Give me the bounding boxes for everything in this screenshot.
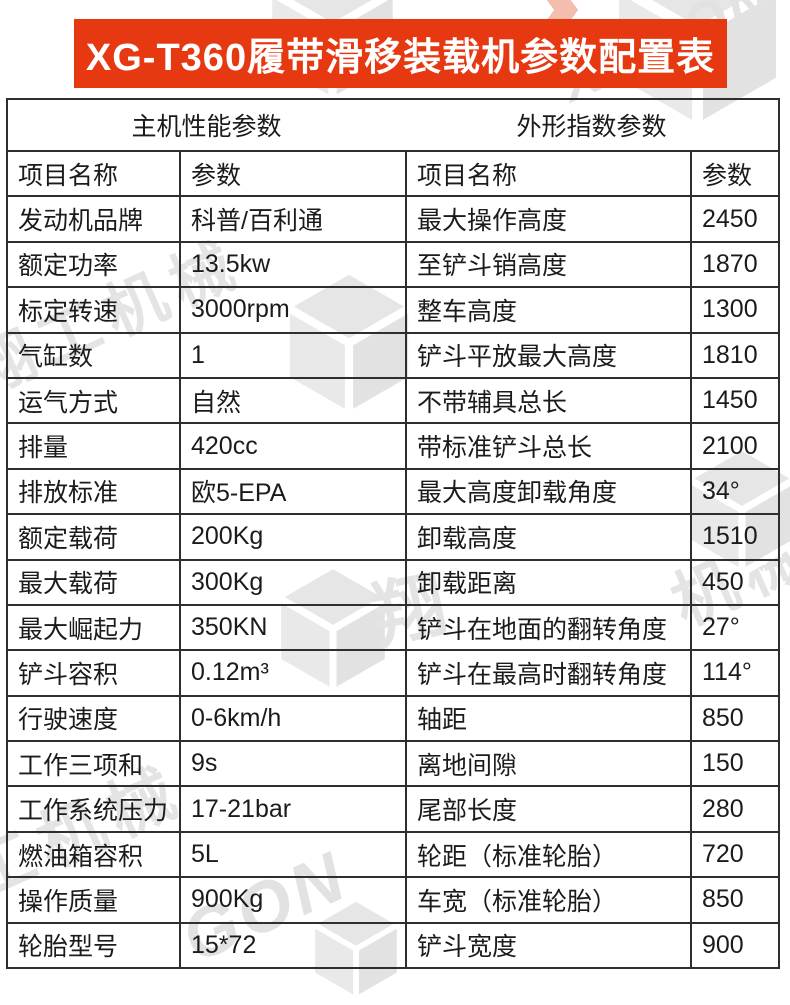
param-value-cell: 150 — [690, 740, 778, 786]
param-value-cell: 850 — [690, 694, 778, 741]
param-name-cell: 燃油箱容积 — [8, 830, 179, 876]
param-name-cell: 铲斗平放最大高度 — [405, 331, 690, 377]
column-header-name: 项目名称 — [8, 150, 179, 195]
param-name-cell: 轮距（标准轮胎） — [405, 830, 690, 877]
column-header-name: 项目名称 — [405, 150, 690, 196]
param-value-cell: 1870 — [690, 240, 778, 287]
param-value-cell: 2100 — [690, 422, 778, 468]
param-value-cell: 3000rpm — [179, 286, 405, 332]
param-value-cell: 1 — [179, 331, 405, 377]
param-value-cell: 450 — [690, 558, 778, 604]
param-value-cell: 2450 — [690, 195, 778, 241]
param-value-cell: 科普/百利通 — [179, 195, 405, 241]
param-value-cell: 自然 — [179, 376, 405, 423]
param-name-cell: 最大操作高度 — [405, 195, 690, 241]
param-value-cell: 300Kg — [179, 558, 405, 604]
param-name-cell: 额定载荷 — [8, 513, 179, 558]
param-value-cell: 27° — [690, 603, 778, 650]
param-value-cell: 900Kg — [179, 876, 405, 922]
section-header-left: 主机性能参数 — [131, 113, 282, 141]
param-name-cell: 离地间隙 — [405, 740, 690, 786]
param-name-cell: 轮胎型号 — [8, 921, 179, 967]
param-value-cell: 420cc — [179, 422, 405, 468]
param-name-cell: 行驶速度 — [8, 694, 179, 740]
param-name-cell: 操作质量 — [8, 876, 179, 921]
param-name-cell: 标定转速 — [8, 286, 179, 331]
param-name-cell: 铲斗容积 — [8, 649, 179, 694]
spec-table: 主机性能参数 外形指数参数 项目名称 参数 项目名称 参数 发动机品牌 科普/百利通 最大操… — [6, 98, 780, 970]
param-value-cell: 900 — [690, 921, 778, 968]
param-name-cell: 发动机品牌 — [8, 195, 179, 240]
param-name-cell: 额定功率 — [8, 240, 179, 286]
param-name-cell: 至铲斗销高度 — [405, 240, 690, 287]
title-banner: XG-T360履带滑移装载机参数配置表 — [74, 19, 727, 88]
param-value-cell: 280 — [690, 785, 778, 831]
spec-grid: 项目名称 参数 项目名称 参数 发动机品牌 科普/百利通 最大操作高度 2450 额定功率 13.… — [8, 150, 778, 968]
param-name-cell: 卸载距离 — [405, 558, 690, 604]
param-name-cell: 最大高度卸载角度 — [405, 467, 690, 514]
param-name-cell: 轴距 — [405, 694, 690, 741]
param-value-cell: 1450 — [690, 376, 778, 423]
column-header-value: 参数 — [179, 150, 405, 196]
param-name-cell: 气缸数 — [8, 331, 179, 377]
param-value-cell: 1510 — [690, 513, 778, 559]
param-name-cell: 车宽（标准轮胎） — [405, 876, 690, 922]
param-value-cell: 欧5-EPA — [179, 467, 405, 514]
param-name-cell: 带标准铲斗总长 — [405, 422, 690, 468]
param-name-cell: 最大崛起力 — [8, 603, 179, 649]
section-header-row: 主机性能参数 外形指数参数 — [8, 100, 778, 150]
param-name-cell: 铲斗宽度 — [405, 921, 690, 968]
param-name-cell: 排量 — [8, 422, 179, 467]
param-value-cell: 9s — [179, 740, 405, 786]
param-value-cell: 850 — [690, 876, 778, 922]
section-header-right: 外形指数参数 — [516, 113, 667, 141]
param-value-cell: 350KN — [179, 603, 405, 650]
param-name-cell: 铲斗在最高时翻转角度 — [405, 649, 690, 695]
param-name-cell: 最大载荷 — [8, 558, 179, 604]
param-name-cell: 排放标准 — [8, 467, 179, 513]
param-name-cell: 工作系统压力 — [8, 785, 179, 830]
param-value-cell: 15*72 — [179, 921, 405, 968]
param-name-cell: 卸载高度 — [405, 513, 690, 559]
param-name-cell: 不带辅具总长 — [405, 376, 690, 423]
param-value-cell: 5L — [179, 830, 405, 877]
param-value-cell: 34° — [690, 467, 778, 514]
param-name-cell: 工作三项和 — [8, 740, 179, 785]
param-value-cell: 0.12m³ — [179, 649, 405, 695]
param-value-cell: 200Kg — [179, 513, 405, 559]
param-name-cell: 铲斗在地面的翻转角度 — [405, 603, 690, 650]
param-name-cell: 尾部长度 — [405, 785, 690, 831]
param-value-cell: 1810 — [690, 331, 778, 377]
param-value-cell: 114° — [690, 649, 778, 695]
param-value-cell: 0-6km/h — [179, 694, 405, 741]
param-value-cell: 1300 — [690, 286, 778, 332]
column-header-value: 参数 — [690, 150, 778, 196]
param-value-cell: 720 — [690, 830, 778, 877]
param-name-cell: 整车高度 — [405, 286, 690, 332]
page-title: XG-T360履带滑移装载机参数配置表 — [85, 37, 716, 79]
param-value-cell: 13.5kw — [179, 240, 405, 287]
param-value-cell: 17-21bar — [179, 785, 405, 831]
param-name-cell: 运气方式 — [8, 376, 179, 422]
